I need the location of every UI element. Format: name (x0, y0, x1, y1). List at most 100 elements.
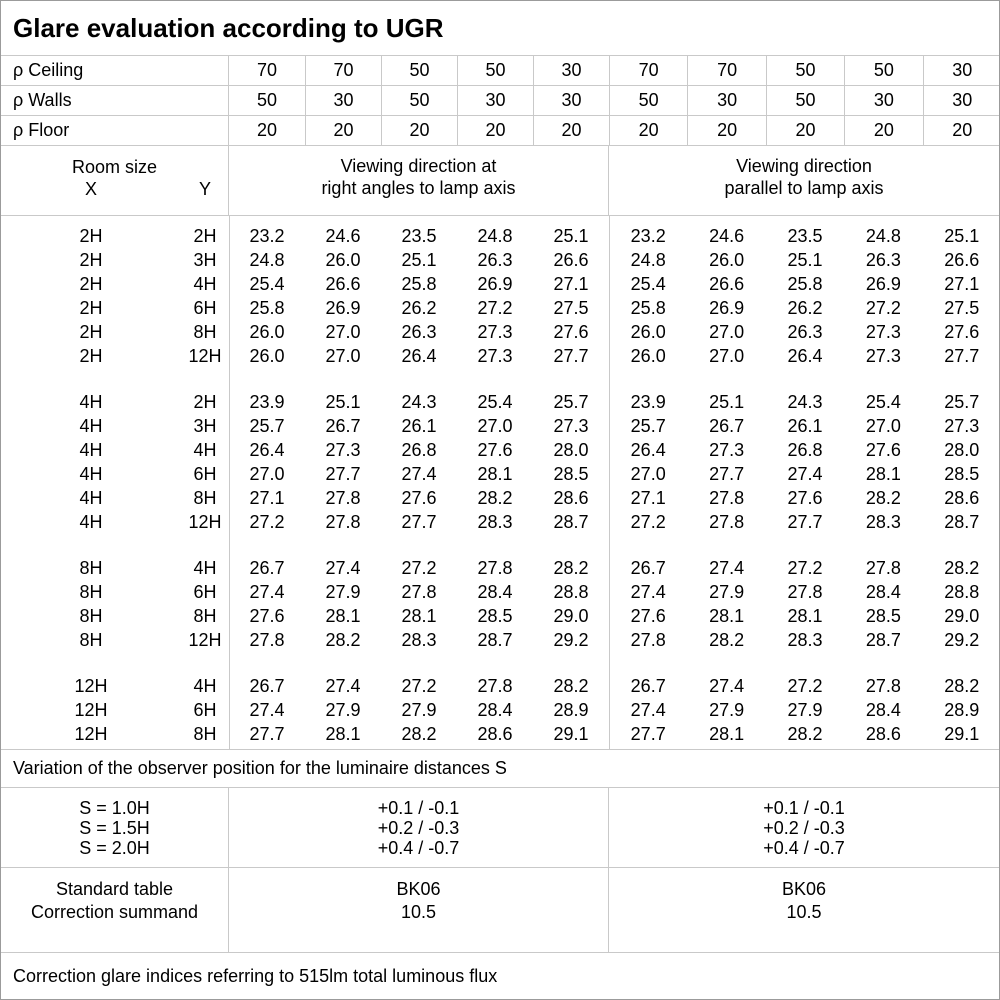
room-x-value: 4H (79, 392, 103, 412)
ugr-value-cell: 27.2 (630, 512, 666, 532)
room-y-value: 4H (193, 558, 217, 578)
ugr-value-cell: 28.5 (553, 464, 589, 484)
room-x-value: 4H (79, 416, 103, 436)
ugr-value-cell: 26.3 (865, 250, 901, 270)
ugr-value-cell: 28.6 (944, 488, 980, 508)
rho-value-cell: 50 (609, 86, 687, 115)
s-variation-band: S = 1.0H S = 1.5H S = 2.0H +0.1 / -0.1 +… (1, 788, 999, 868)
room-y-value: 6H (193, 582, 217, 602)
s-value: +0.2 / -0.3 (377, 818, 460, 838)
ugr-value-cell: 27.7 (553, 346, 589, 366)
ugr-value-cell: 27.8 (709, 488, 745, 508)
ugr-value-cell: 28.2 (944, 558, 980, 578)
ugr-value-cell: 24.3 (787, 392, 823, 412)
ugr-value-cell: 25.8 (787, 274, 823, 294)
ugr-value-cell: 23.5 (787, 226, 823, 246)
ugr-value-cell: 28.4 (865, 700, 901, 720)
ugr-value-cell: 26.7 (630, 558, 666, 578)
rho-value-cell: 20 (765, 116, 844, 145)
ugr-value-cell: 27.4 (325, 676, 361, 696)
ugr-value-cell: 24.8 (477, 226, 513, 246)
page-title: Glare evaluation according to UGR (1, 1, 999, 56)
ugr-value-cell: 27.0 (325, 322, 361, 342)
room-y-value: 6H (193, 700, 217, 720)
ugr-value-cell: 27.3 (865, 322, 901, 342)
ugr-value-cell: 27.0 (477, 416, 513, 436)
room-y-value: 6H (193, 464, 217, 484)
ugr-value-cell: 28.4 (477, 700, 513, 720)
ugr-value-cell: 27.0 (325, 346, 361, 366)
ugr-value-cell: 27.8 (325, 512, 361, 532)
rho-value-cell: 50 (256, 90, 278, 110)
room-x-value: 8H (79, 558, 103, 578)
ugr-value-cell: 27.1 (249, 488, 285, 508)
ugr-value-cell: 27.2 (401, 558, 437, 578)
ugr-value-cell: 25.4 (249, 274, 285, 294)
ugr-value-cell: 25.7 (944, 392, 980, 412)
ugr-value-cell: 28.1 (477, 464, 513, 484)
ugr-value-cell: 27.2 (477, 298, 513, 318)
ugr-value-cell: 26.3 (787, 322, 823, 342)
rho-value-cell: 30 (305, 86, 381, 115)
ugr-value-cell: 23.5 (401, 226, 437, 246)
room-x-value: 4H (79, 440, 103, 460)
ugr-data-row: 2H 8H 26.0 27.0 26.3 27.3 27.6 26.0 27.0 26.3 27.3… (1, 320, 999, 344)
ugr-value-cell: 28.7 (944, 512, 980, 532)
ugr-value-cell: 28.4 (865, 582, 901, 602)
ugr-data-row: 12H 4H 26.7 27.4 27.2 27.8 28.2 26.7 27.4 27.2 27.… (1, 674, 999, 698)
s-value: +0.4 / -0.7 (377, 838, 460, 858)
ugr-value-cell: 27.4 (249, 582, 285, 602)
ugr-value-cell: 24.6 (709, 226, 745, 246)
ugr-value-cell: 24.8 (249, 250, 285, 270)
ugr-value-cell: 27.2 (787, 676, 823, 696)
ugr-value-cell: 26.0 (630, 346, 666, 366)
ugr-data-row: 2H 4H 25.4 26.6 25.8 26.9 27.1 25.4 26.6 25.8 26.9… (1, 272, 999, 296)
ugr-value-cell: 25.4 (865, 392, 901, 412)
rho-value-cell: 30 (533, 56, 609, 85)
standard-values-right: BK06 10.5 (609, 868, 999, 952)
ugr-value-cell: 26.9 (477, 274, 513, 294)
ugr-value-cell: 26.4 (401, 346, 437, 366)
room-y-value: 3H (193, 416, 217, 436)
ugr-value-cell: 28.3 (401, 630, 437, 650)
ugr-value-cell: 25.8 (249, 298, 285, 318)
ugr-data-row: 4H 8H 27.1 27.8 27.6 28.2 28.6 27.1 27.8 27.6 28.2… (1, 486, 999, 510)
ugr-value-cell: 28.2 (944, 676, 980, 696)
room-y-value: 12H (188, 512, 222, 532)
ugr-value-cell: 24.8 (630, 250, 666, 270)
ugr-value-cell: 27.3 (944, 416, 980, 436)
room-size-label: Room size (71, 157, 158, 177)
ugr-value-cell: 26.2 (401, 298, 437, 318)
room-size-header: Room size X Y (1, 146, 229, 215)
ugr-data-row: 4H 4H 26.4 27.3 26.8 27.6 28.0 26.4 27.3 26.8 27.6… (1, 438, 999, 462)
rho-value-cell: 70 (609, 56, 687, 85)
ugr-value-cell: 25.4 (630, 274, 666, 294)
ugr-table-body: 2H 2H 23.2 24.6 23.5 24.8 25.1 23.2 24.6 23.5 24.8… (1, 216, 999, 750)
ugr-value-cell: 27.4 (709, 676, 745, 696)
ugr-value-cell: 29.2 (553, 630, 589, 650)
ugr-value-cell: 28.2 (401, 724, 437, 744)
ugr-value-cell: 28.5 (944, 464, 980, 484)
ugr-value-cell: 27.8 (865, 558, 901, 578)
ugr-value-cell: 26.2 (787, 298, 823, 318)
rho-value-cell: 50 (457, 56, 533, 85)
ugr-value-cell: 26.6 (944, 250, 980, 270)
ugr-value-cell: 27.7 (249, 724, 285, 744)
rho-value-cell: 70 (687, 56, 765, 85)
ugr-value-cell: 27.1 (630, 488, 666, 508)
ugr-value-cell: 25.8 (401, 274, 437, 294)
ugr-data-row: 2H 2H 23.2 24.6 23.5 24.8 25.1 23.2 24.6 23.5 24.8… (1, 224, 999, 248)
ugr-value-cell: 25.7 (630, 416, 666, 436)
correction-summand-label: Correction summand (30, 902, 199, 922)
room-x-value: 12H (74, 676, 108, 696)
room-x-value: 4H (79, 488, 103, 508)
room-x-value: 8H (79, 606, 103, 626)
ugr-value-cell: 28.1 (709, 606, 745, 626)
ugr-value-cell: 27.8 (325, 488, 361, 508)
ugr-value-cell: 27.4 (709, 558, 745, 578)
ugr-value-cell: 27.6 (477, 440, 513, 460)
ugr-value-cell: 28.8 (944, 582, 980, 602)
ugr-value-cell: 23.2 (630, 226, 666, 246)
room-y-value: 2H (193, 392, 217, 412)
ugr-value-cell: 27.8 (787, 582, 823, 602)
